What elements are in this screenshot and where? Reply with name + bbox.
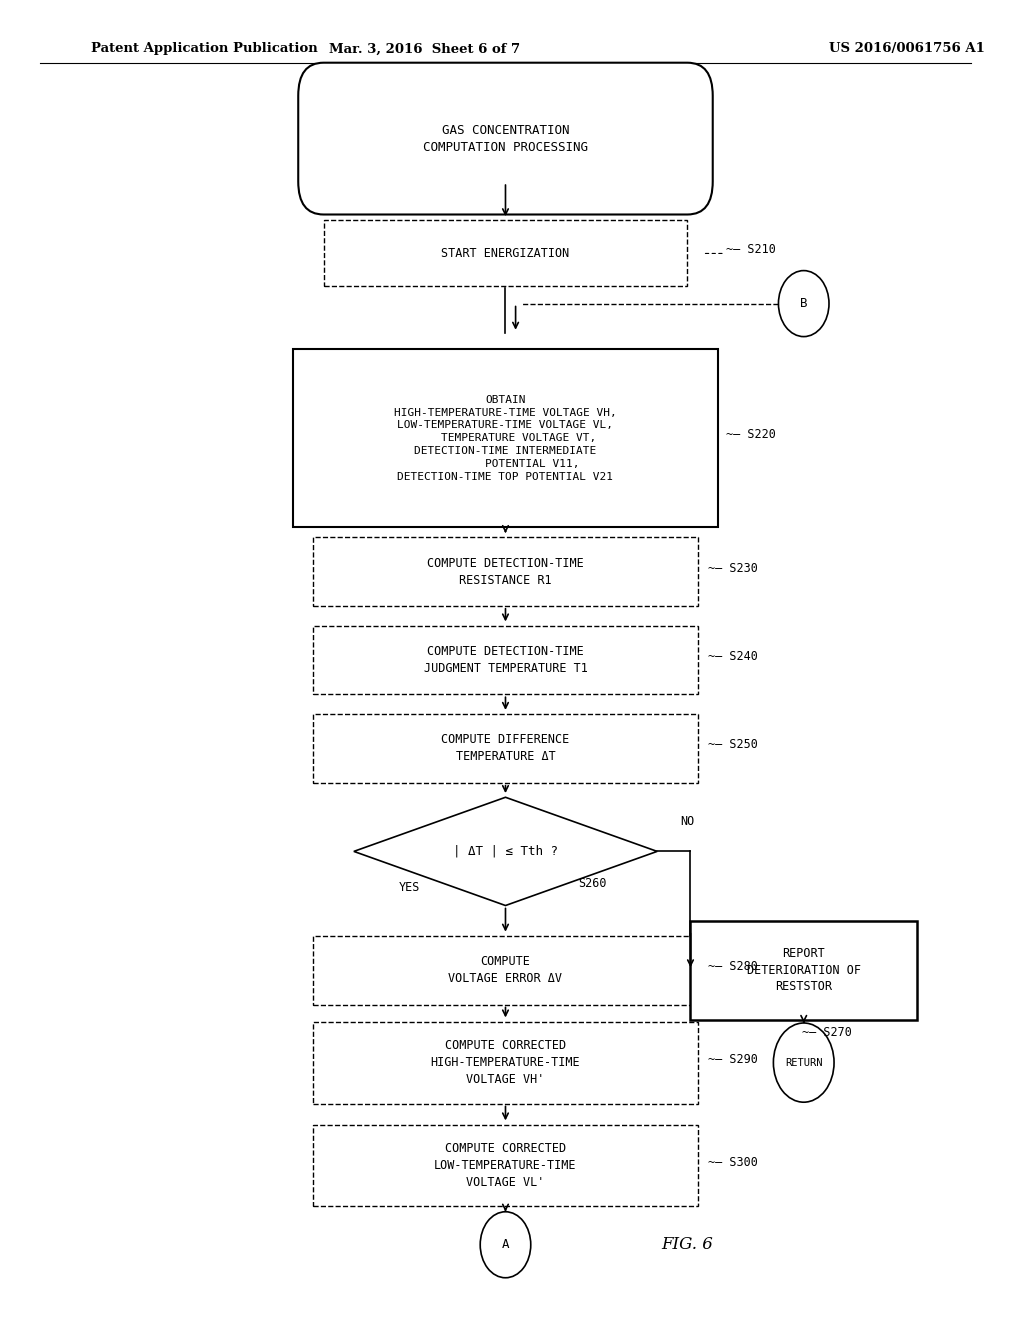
Text: FIG. 6: FIG. 6 [662, 1237, 714, 1253]
Text: ~— S300: ~— S300 [708, 1155, 758, 1168]
Text: Mar. 3, 2016  Sheet 6 of 7: Mar. 3, 2016 Sheet 6 of 7 [329, 42, 520, 55]
Text: | ΔT | ≤ Tth ?: | ΔT | ≤ Tth ? [453, 845, 558, 858]
Text: REPORT
DETERIORATION OF
RESTSTOR: REPORT DETERIORATION OF RESTSTOR [746, 948, 861, 993]
Text: YES: YES [398, 880, 420, 894]
Bar [313, 714, 697, 783]
Text: B: B [800, 297, 808, 310]
Text: ~— S250: ~— S250 [708, 738, 758, 751]
Text: RETURN: RETURN [785, 1057, 822, 1068]
Text: ~— S220: ~— S220 [726, 428, 776, 441]
Text: ~— S230: ~— S230 [708, 561, 758, 574]
Text: ~— S270: ~— S270 [802, 1026, 852, 1039]
Bar [313, 1022, 697, 1104]
Bar [313, 936, 697, 1005]
Text: GAS CONCENTRATION
COMPUTATION PROCESSING: GAS CONCENTRATION COMPUTATION PROCESSING [423, 124, 588, 153]
Text: ~— S210: ~— S210 [726, 243, 776, 256]
Text: ~— S240: ~— S240 [708, 649, 758, 663]
Circle shape [778, 271, 829, 337]
Text: COMPUTE DETECTION-TIME
JUDGMENT TEMPERATURE T1: COMPUTE DETECTION-TIME JUDGMENT TEMPERAT… [424, 645, 588, 675]
FancyBboxPatch shape [298, 62, 713, 214]
Bar [293, 348, 718, 527]
Text: Patent Application Publication: Patent Application Publication [91, 42, 317, 55]
Text: COMPUTE DIFFERENCE
TEMPERATURE ΔT: COMPUTE DIFFERENCE TEMPERATURE ΔT [441, 734, 569, 763]
Text: US 2016/0061756 A1: US 2016/0061756 A1 [829, 42, 985, 55]
Bar [324, 220, 687, 286]
Text: ~— S290: ~— S290 [708, 1052, 758, 1065]
Text: NO: NO [680, 814, 694, 828]
Bar [313, 1125, 697, 1206]
Text: A: A [502, 1238, 509, 1251]
Polygon shape [354, 797, 657, 906]
Text: OBTAIN
HIGH-TEMPERATURE-TIME VOLTAGE VH,
LOW-TEMPERATURE-TIME VOLTAGE VL,
    TE: OBTAIN HIGH-TEMPERATURE-TIME VOLTAGE VH,… [394, 395, 616, 482]
Circle shape [773, 1023, 835, 1102]
Circle shape [480, 1212, 530, 1278]
Text: COMPUTE CORRECTED
HIGH-TEMPERATURE-TIME
VOLTAGE VH': COMPUTE CORRECTED HIGH-TEMPERATURE-TIME … [431, 1039, 581, 1086]
Bar [690, 921, 918, 1019]
Text: ~— S280: ~— S280 [708, 960, 758, 973]
Text: S260: S260 [579, 876, 607, 890]
Text: START ENERGIZATION: START ENERGIZATION [441, 247, 569, 260]
Bar [313, 537, 697, 606]
Text: COMPUTE CORRECTED
LOW-TEMPERATURE-TIME
VOLTAGE VL': COMPUTE CORRECTED LOW-TEMPERATURE-TIME V… [434, 1142, 577, 1189]
Bar [313, 626, 697, 694]
Text: COMPUTE
VOLTAGE ERROR ΔV: COMPUTE VOLTAGE ERROR ΔV [449, 956, 562, 985]
Text: COMPUTE DETECTION-TIME
RESISTANCE R1: COMPUTE DETECTION-TIME RESISTANCE R1 [427, 557, 584, 586]
